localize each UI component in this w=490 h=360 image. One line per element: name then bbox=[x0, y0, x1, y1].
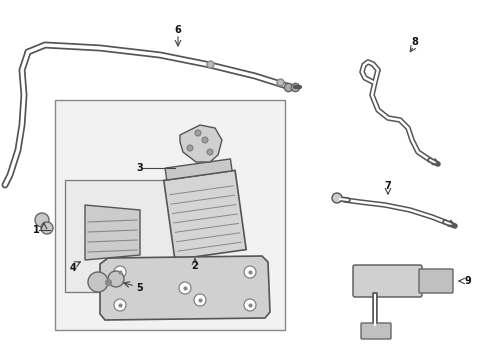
Text: 1: 1 bbox=[33, 225, 39, 235]
Circle shape bbox=[202, 137, 208, 143]
Polygon shape bbox=[85, 205, 140, 260]
Circle shape bbox=[207, 149, 213, 155]
Circle shape bbox=[35, 213, 49, 227]
Polygon shape bbox=[180, 125, 222, 162]
FancyBboxPatch shape bbox=[55, 100, 285, 330]
Circle shape bbox=[179, 282, 191, 294]
Circle shape bbox=[187, 145, 193, 151]
FancyBboxPatch shape bbox=[361, 323, 391, 339]
Text: 9: 9 bbox=[465, 276, 471, 286]
Text: 4: 4 bbox=[70, 263, 76, 273]
Text: 6: 6 bbox=[174, 25, 181, 35]
Circle shape bbox=[195, 130, 201, 136]
FancyBboxPatch shape bbox=[65, 180, 175, 292]
Polygon shape bbox=[100, 256, 270, 320]
Text: 7: 7 bbox=[385, 181, 392, 191]
Text: 5: 5 bbox=[137, 283, 144, 293]
Circle shape bbox=[114, 266, 126, 278]
Circle shape bbox=[88, 272, 108, 292]
FancyBboxPatch shape bbox=[353, 265, 422, 297]
Polygon shape bbox=[165, 159, 232, 180]
Circle shape bbox=[244, 299, 256, 311]
Circle shape bbox=[332, 193, 342, 203]
Circle shape bbox=[41, 222, 53, 234]
FancyBboxPatch shape bbox=[419, 269, 453, 293]
Polygon shape bbox=[164, 170, 246, 260]
Circle shape bbox=[108, 271, 124, 287]
Text: 8: 8 bbox=[412, 37, 418, 47]
Circle shape bbox=[114, 299, 126, 311]
Circle shape bbox=[194, 294, 206, 306]
Text: 2: 2 bbox=[192, 261, 198, 271]
Text: 3: 3 bbox=[137, 163, 144, 173]
Circle shape bbox=[244, 266, 256, 278]
